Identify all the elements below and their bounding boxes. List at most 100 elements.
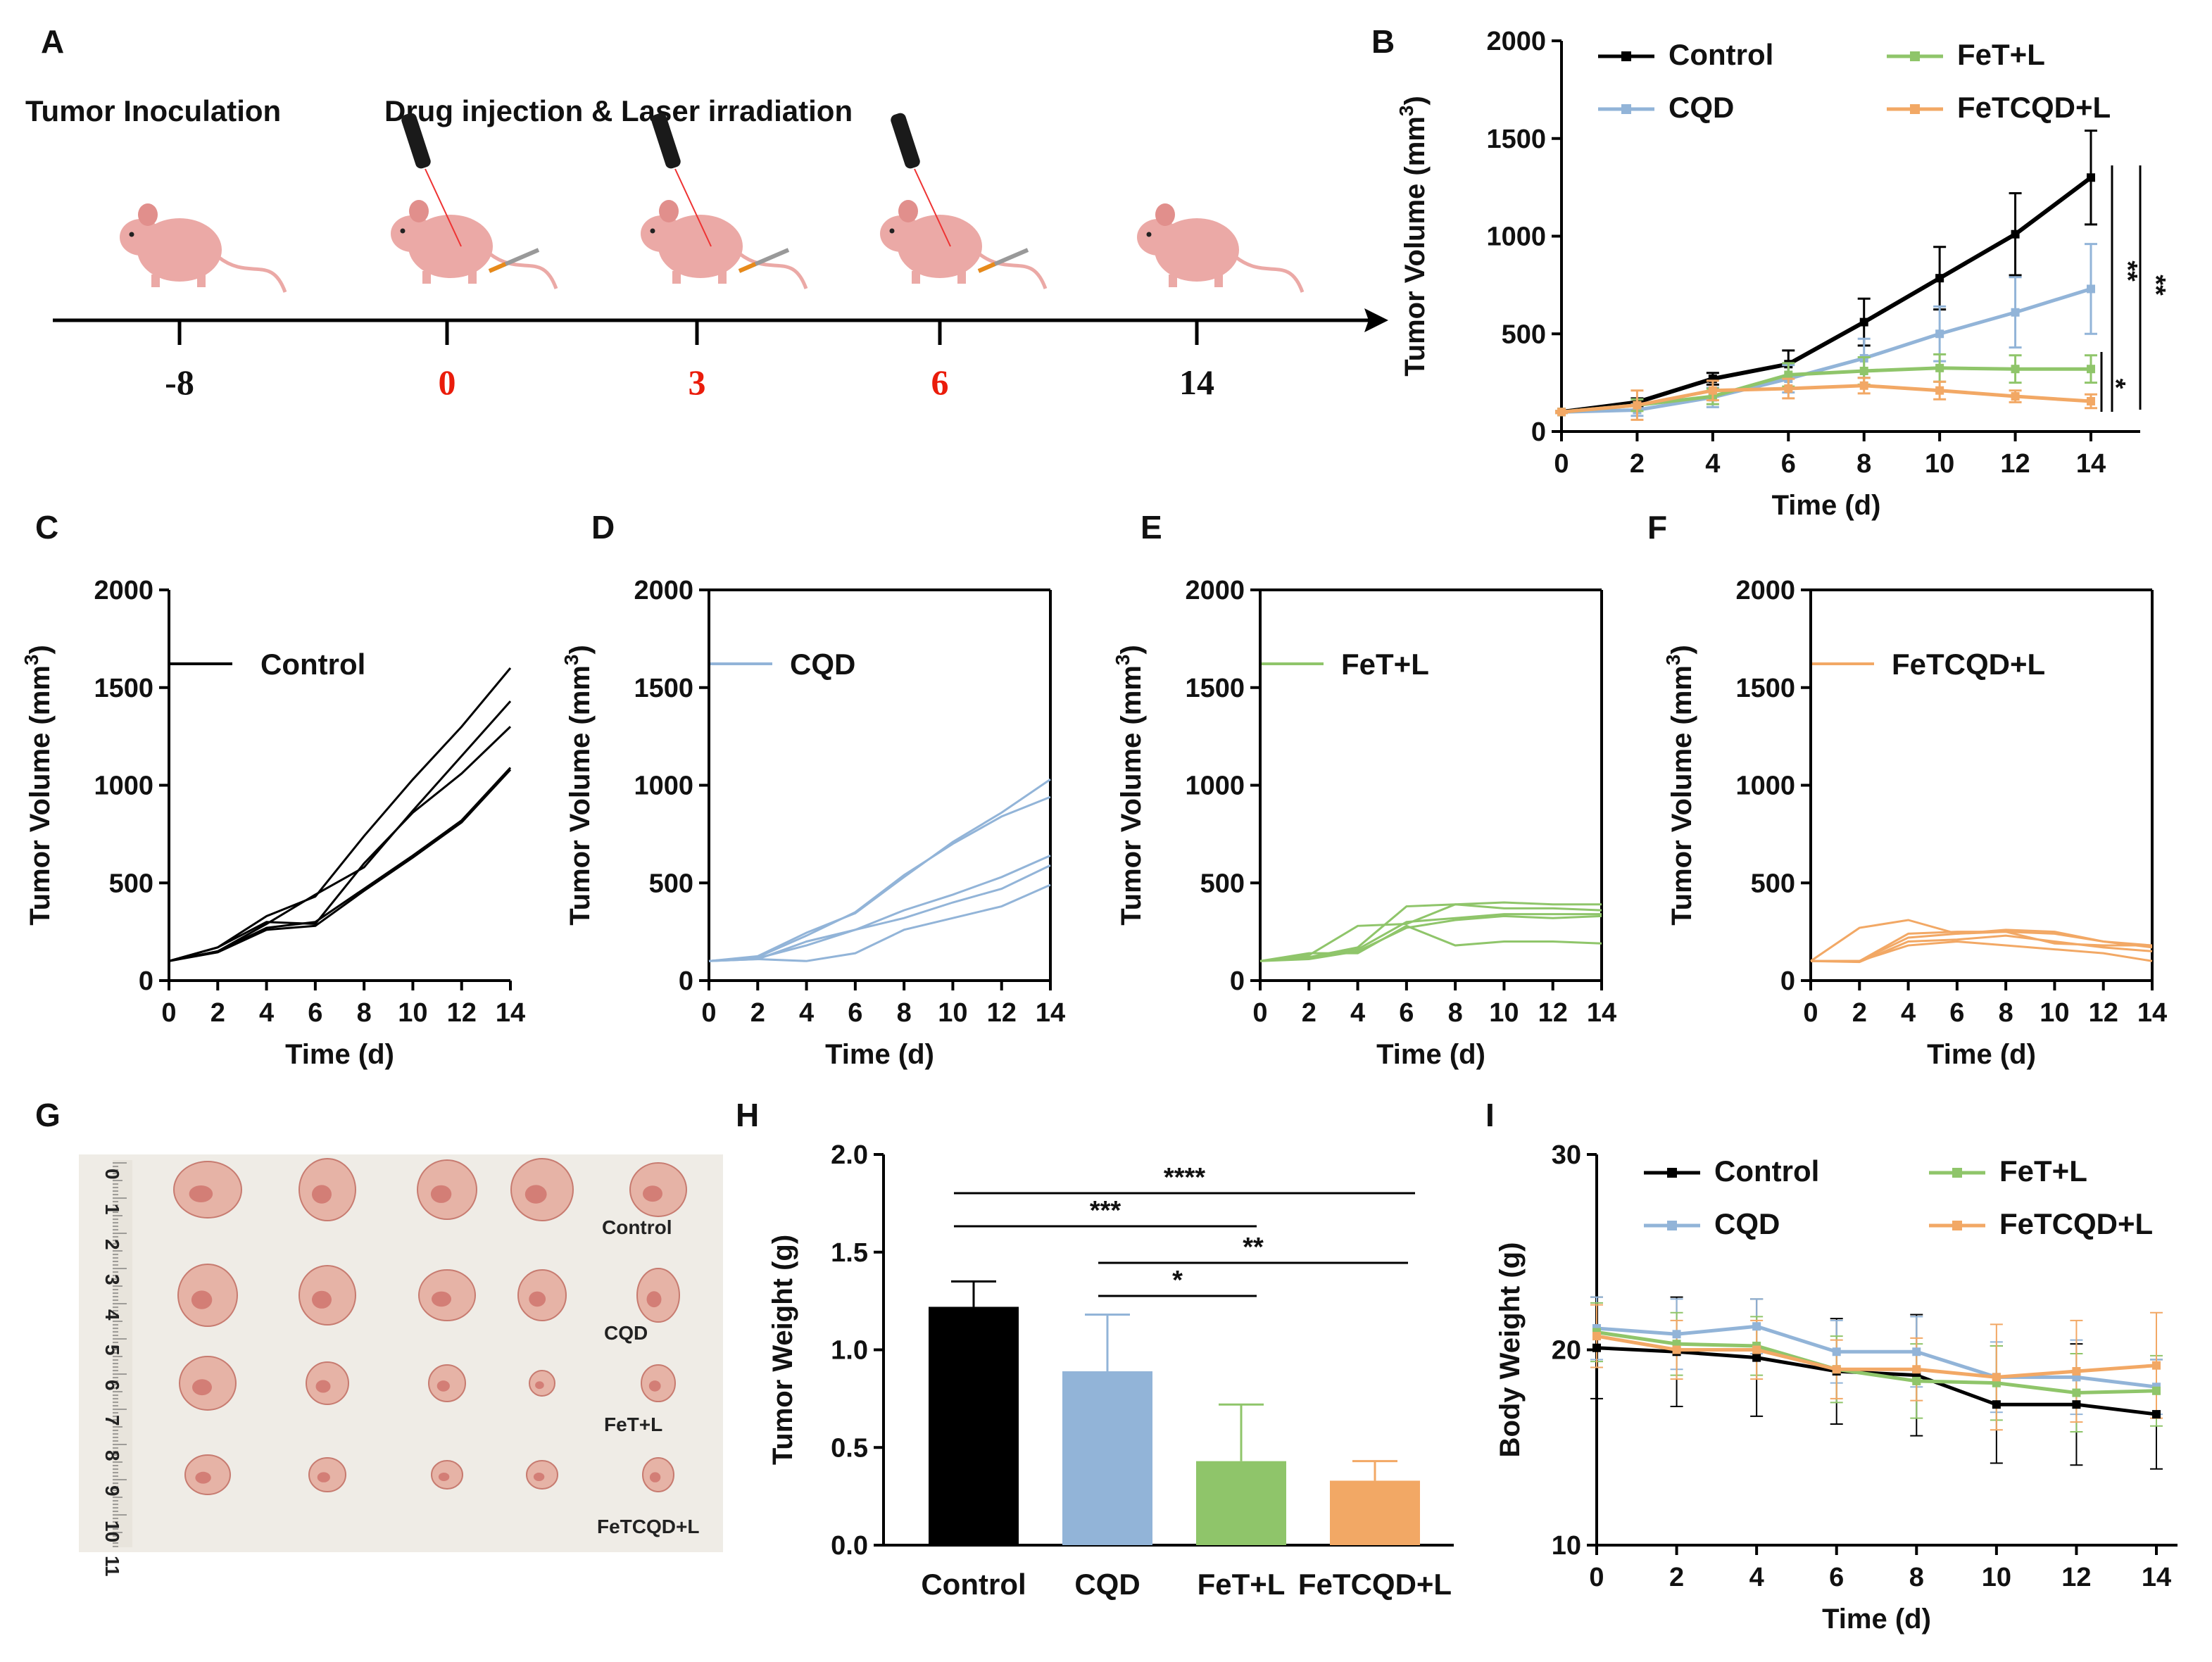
x-tick-label: 12 bbox=[2061, 1563, 2091, 1592]
data-point bbox=[2152, 1410, 2161, 1419]
mouse-icon bbox=[1137, 203, 1305, 293]
data-point bbox=[2011, 308, 2020, 317]
tumor-highlight bbox=[432, 1291, 451, 1307]
x-tick-label: 0 bbox=[701, 998, 716, 1028]
mouse-leg bbox=[957, 271, 966, 284]
y-tick-label: 500 bbox=[649, 869, 693, 898]
y-axis-title-close: ) bbox=[565, 645, 596, 654]
panel-g-photo: 0 1 2 3 4 5 6 7 8 9 10 11 Control CQD FeT+L FeTCQD+L bbox=[79, 1154, 723, 1577]
individual-series-line bbox=[708, 795, 1051, 962]
individual-series-line bbox=[1259, 914, 1602, 962]
ruler-number: 2 bbox=[101, 1239, 123, 1250]
ruler-number: 0 bbox=[101, 1169, 123, 1180]
legend-label: CQD bbox=[790, 648, 855, 681]
y-tick-label: 0 bbox=[1780, 967, 1795, 996]
data-point bbox=[1935, 329, 1944, 339]
panel-letter-f: F bbox=[1647, 509, 1667, 546]
y-axis-title-sup: 3 bbox=[1112, 655, 1133, 666]
individual-series-line bbox=[1259, 901, 1602, 962]
mouse-icon bbox=[120, 203, 287, 293]
y-tick-label: 2000 bbox=[1486, 27, 1546, 56]
individual-series-line bbox=[708, 855, 1051, 962]
y-axis-title-close: ) bbox=[1400, 96, 1431, 105]
mouse-tail bbox=[1234, 256, 1305, 293]
mouse-leg bbox=[718, 271, 727, 284]
series-line-fetl bbox=[1596, 1330, 2157, 1395]
x-tick-label: 2 bbox=[1669, 1563, 1684, 1592]
y-axis-title: Tumor Volume (mm3) bbox=[1662, 645, 1697, 926]
panel-letter-d: D bbox=[591, 509, 615, 546]
y-axis-title: Tumor Volume (mm3) bbox=[1395, 96, 1431, 377]
tumor-highlight bbox=[438, 1473, 450, 1481]
photo-row-label: FeT+L bbox=[604, 1414, 662, 1435]
y-tick-label: 1000 bbox=[1735, 772, 1795, 801]
x-tick-label: 14 bbox=[1036, 998, 1065, 1028]
panel-letter-e: E bbox=[1140, 509, 1162, 546]
ruler-number: 10 bbox=[101, 1521, 123, 1542]
tumor-highlight bbox=[430, 1185, 452, 1203]
series-line-fetcqdl bbox=[1561, 384, 2092, 414]
tumor-highlight bbox=[192, 1379, 212, 1396]
y-tick-label: 0.0 bbox=[831, 1531, 868, 1561]
syringe-fluid bbox=[977, 262, 996, 273]
data-point bbox=[1633, 401, 1642, 410]
x-tick-label: 14 bbox=[2076, 449, 2106, 479]
x-tick-label: 12 bbox=[447, 998, 477, 1028]
x-axis-title: Time (d) bbox=[1927, 1039, 2036, 1070]
series-line-control bbox=[1596, 1346, 2157, 1416]
x-category-label: FeTCQD+L bbox=[1298, 1568, 1452, 1601]
sig-label: *** bbox=[1090, 1196, 1121, 1226]
x-tick-label: 6 bbox=[308, 998, 322, 1028]
x-category-label: CQD bbox=[1074, 1568, 1140, 1601]
tumor-highlight bbox=[646, 1291, 662, 1308]
y-axis-title-text: Tumor Volume (mm bbox=[25, 665, 56, 926]
data-point bbox=[2011, 392, 2020, 401]
data-point bbox=[2087, 396, 2095, 405]
x-tick-label: 2 bbox=[1302, 998, 1316, 1028]
data-point bbox=[2087, 284, 2095, 294]
mouse-eye bbox=[650, 228, 655, 234]
mouse-icon bbox=[391, 200, 558, 289]
laser-body bbox=[891, 113, 920, 169]
laser-icon bbox=[401, 113, 462, 247]
data-point bbox=[1832, 1347, 1841, 1356]
mouse-leg bbox=[912, 271, 920, 284]
legend-marker bbox=[1910, 104, 1920, 114]
data-point bbox=[1708, 386, 1717, 395]
x-tick-label: 10 bbox=[1489, 998, 1519, 1028]
data-point bbox=[1752, 1345, 1761, 1354]
tumor-highlight bbox=[189, 1185, 213, 1202]
mouse-eye bbox=[1146, 232, 1152, 237]
data-point bbox=[1912, 1347, 1921, 1356]
syringe-fluid bbox=[738, 262, 757, 273]
photo-background bbox=[79, 1154, 723, 1552]
x-axis-title: Time (d) bbox=[1822, 1604, 1931, 1635]
y-axis-title: Tumor Volume (mm3) bbox=[20, 645, 56, 926]
panel-letter-i: I bbox=[1485, 1097, 1495, 1133]
tumor-highlight bbox=[312, 1185, 332, 1204]
y-tick-label: 0 bbox=[1531, 417, 1546, 447]
series-line-control bbox=[1561, 175, 2092, 415]
series-line-cqd bbox=[1596, 1324, 2157, 1389]
chart-e: 0 500 1000 1500 2000 0 2 4 6 8 10 12 14 Time (d) Tumor… bbox=[1112, 576, 1616, 1070]
ruler-number: 7 bbox=[101, 1415, 123, 1426]
individual-series-line bbox=[168, 767, 512, 962]
x-tick-label: 2 bbox=[210, 998, 225, 1028]
x-category-label: FeT+L bbox=[1198, 1568, 1286, 1601]
y-tick-label: 1000 bbox=[94, 772, 153, 801]
y-tick-label: 0.5 bbox=[831, 1433, 868, 1463]
legend-label: FeT+L bbox=[1999, 1154, 2087, 1188]
data-point bbox=[1784, 384, 1793, 393]
y-tick-label: 1000 bbox=[1185, 772, 1245, 801]
laser-body bbox=[651, 113, 681, 169]
y-axis-title: Tumor Weight (g) bbox=[767, 1235, 798, 1465]
individual-series-line bbox=[708, 864, 1051, 962]
y-axis-title: Body Weight (g) bbox=[1495, 1242, 1526, 1458]
y-tick-label: 1500 bbox=[634, 674, 693, 703]
mouse-tail bbox=[488, 252, 558, 289]
data-point bbox=[1935, 274, 1944, 283]
x-tick-label: 4 bbox=[1350, 998, 1365, 1028]
series-line-fetcqdl bbox=[1596, 1334, 2157, 1379]
y-tick-label: 1.5 bbox=[831, 1238, 868, 1268]
tumor-highlight bbox=[533, 1473, 545, 1481]
